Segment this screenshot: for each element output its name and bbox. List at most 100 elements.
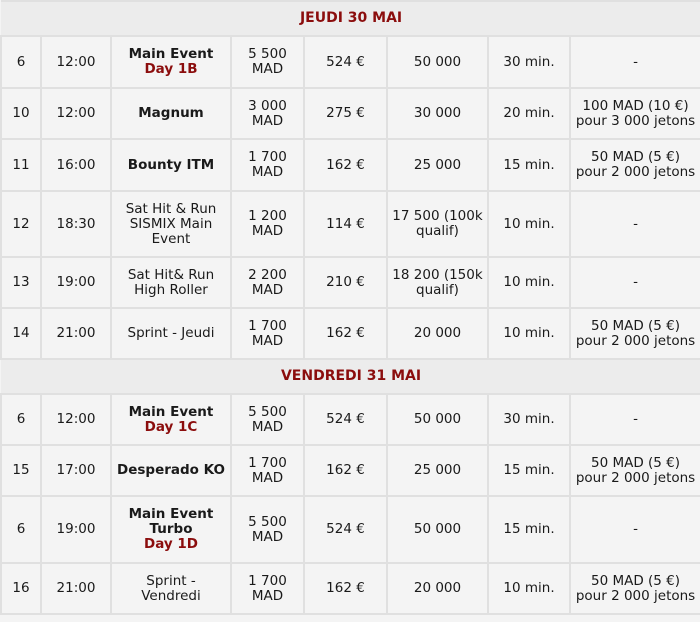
starting-stack: 20 000 [386,562,489,615]
level-duration: 15 min. [487,444,571,497]
event-name-cell: Desperado KO [110,444,232,497]
addon: 50 MAD (5 €) pour 2 000 jetons [568,138,700,192]
table-row: 6 12:00 Main Event Day 1C 5 500 MAD 524 €50 0… [0,393,700,446]
event-time: 12:00 [40,35,112,89]
starting-stack: 25 000 [386,444,489,497]
buyin-mad: 5 500 MAD [230,393,305,446]
event-name: Desperado KO [117,462,225,478]
starting-stack: 30 000 [386,87,489,140]
buyin-mad: 1 700 MAD [230,444,305,497]
event-time: 19:00 [40,256,112,309]
event-name: Sat Hit& Run High Roller [127,266,215,298]
starting-stack: 50 000 [386,393,489,446]
event-number: 15 [0,444,42,497]
event-number: 16 [0,562,42,615]
addon: - [568,256,700,309]
event-name-cell: Magnum [110,87,232,140]
addon: 50 MAD (5 €) pour 2 000 jetons [568,444,700,497]
buyin-mad: 5 500 MAD [230,495,305,564]
event-day: Day 1C [144,418,198,435]
buyin-mad: 1 200 MAD [230,190,305,258]
event-time: 16:00 [40,138,112,192]
event-time: 12:00 [40,393,112,446]
buyin-eur: 162 € [303,138,388,192]
buyin-eur: 114 € [303,190,388,258]
event-day: Day 1B [144,61,198,77]
buyin-mad: 1 700 MAD [230,307,305,360]
event-time: 17:00 [40,444,112,497]
event-number: 11 [0,138,42,192]
table-row: 10 12:00 Magnum 3 000 MAD 275 €30 000 20 min.… [0,87,700,140]
event-day: Day 1D [144,536,198,552]
day-header: VENDREDI 31 MAI [1,358,700,395]
day-header: JEUDI 30 MAI [1,0,700,37]
addon: - [568,190,700,258]
event-time: 21:00 [40,562,112,615]
addon: 100 MAD (10 €) pour 3 000 jetons [568,87,700,140]
event-number: 6 [0,393,42,446]
event-name: Main Event Turbo [128,506,214,537]
addon: 50 MAD (5 €) pour 2 000 jetons [568,307,700,360]
buyin-mad: 2 200 MAD [230,256,305,309]
event-name: Sprint - Vendredi [141,572,201,604]
event-time: 21:00 [40,307,112,360]
event-time: 19:00 [40,495,112,564]
starting-stack: 50 000 [386,35,489,89]
addon: 50 MAD (5 €) pour 2 000 jetons [568,562,700,615]
event-name-cell: Bounty ITM [110,138,232,192]
event-number: 6 [0,495,42,564]
event-name: Bounty ITM [127,156,215,173]
buyin-eur: 162 € [303,562,388,615]
level-duration: 20 min. [487,87,571,140]
event-number: 13 [0,256,42,309]
event-name-cell: Sat Hit& Run High Roller [110,256,232,309]
event-time: 18:30 [40,190,112,258]
starting-stack: 20 000 [386,307,489,360]
event-number: 6 [0,35,42,89]
event-name-cell: Main Event Turbo Day 1D [110,495,232,564]
buyin-mad: 3 000 MAD [230,87,305,140]
table-row: 13 19:00 Sat Hit& Run High Roller 2 200 MAD… [0,256,700,309]
event-name-cell: Sprint - Vendredi [110,562,232,615]
table-row: 6 12:00 Main Event Day 1B 5 500 MAD 524 €50 0… [0,35,700,89]
starting-stack: 25 000 [386,138,489,192]
event-name-cell: Sprint - Jeudi [110,307,232,360]
starting-stack: 50 000 [386,495,489,564]
table-row: 14 21:00 Sprint - Jeudi 1 700 MAD 162 €20 00… [0,307,700,360]
level-duration: 15 min. [487,495,571,564]
level-duration: 15 min. [487,138,571,192]
event-number: 14 [0,307,42,360]
table-row: 6 19:00 Main Event Turbo Day 1D 5 500 MAD 524… [0,495,700,564]
table-row: 15 17:00 Desperado KO 1 700 MAD 162 €25 000 1… [0,444,700,497]
buyin-mad: 1 700 MAD [230,562,305,615]
event-name-cell: Sat Hit & Run SISMIX Main Event [110,190,232,258]
buyin-mad: 5 500 MAD [230,35,305,89]
level-duration: 10 min. [487,562,571,615]
level-duration: 10 min. [487,190,571,258]
event-name: Main Event [128,403,214,420]
starting-stack: 17 500 (100k qualif) [386,190,489,258]
event-time: 12:00 [40,87,112,140]
event-name: Sprint - Jeudi [127,325,215,341]
event-name: Sat Hit & Run SISMIX Main Event [125,200,217,247]
buyin-eur: 162 € [303,444,388,497]
event-name-cell: Main Event Day 1C [110,393,232,446]
buyin-eur: 275 € [303,87,388,140]
level-duration: 30 min. [487,393,571,446]
buyin-eur: 162 € [303,307,388,360]
event-name: Magnum [138,105,204,121]
event-name: Main Event [128,46,214,62]
table-row: 12 18:30 Sat Hit & Run SISMIX Main Event 1 … [0,190,700,258]
addon: - [568,495,700,564]
addon: - [568,35,700,89]
buyin-eur: 524 € [303,495,388,564]
buyin-eur: 524 € [303,35,388,89]
event-name-cell: Main Event Day 1B [110,35,232,89]
table-row: 16 21:00 Sprint - Vendredi 1 700 MAD 162 €20… [0,562,700,615]
buyin-eur: 524 € [303,393,388,446]
level-duration: 10 min. [487,256,571,309]
buyin-eur: 210 € [303,256,388,309]
buyin-mad: 1 700 MAD [230,138,305,192]
event-number: 10 [0,87,42,140]
